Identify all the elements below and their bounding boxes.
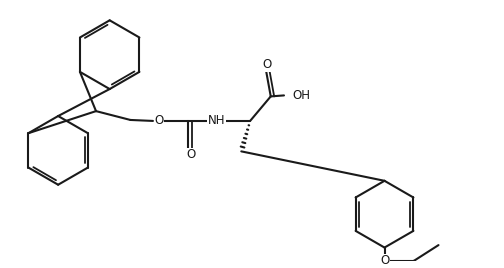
Text: NH: NH — [208, 114, 225, 128]
Text: O: O — [154, 114, 163, 128]
Text: O: O — [186, 148, 196, 161]
Text: OH: OH — [293, 89, 311, 102]
Text: O: O — [380, 254, 389, 267]
Text: O: O — [262, 58, 272, 72]
